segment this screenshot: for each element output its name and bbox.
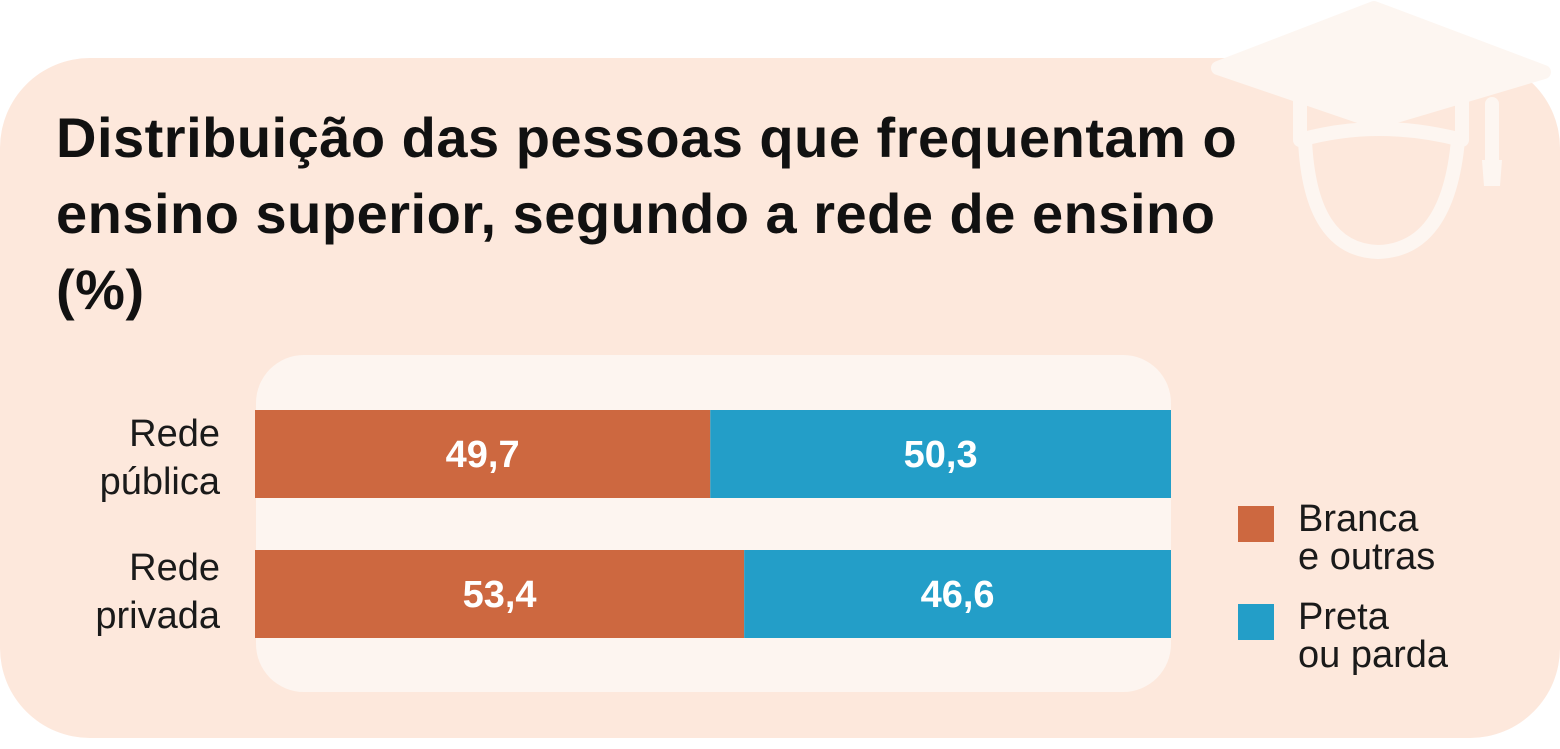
data-label: 49,7 (446, 434, 520, 476)
row-label-line: privada (95, 595, 220, 637)
legend-line: e outras (1298, 536, 1436, 578)
bar-chart: 49,7 50,3 53,4 46,6 (255, 410, 1171, 638)
row-label-line: pública (99, 461, 220, 503)
bar-segment-preta-publica (710, 410, 1171, 498)
row-label-rede-publica: Rede pública (0, 410, 220, 506)
row-label-line: Rede (129, 547, 220, 589)
bar-segment-preta-privada (744, 550, 1171, 638)
row-label-rede-privada: Rede privada (0, 544, 220, 640)
bar-segment-branca-publica (255, 410, 711, 498)
data-label: 50,3 (904, 434, 978, 476)
legend-line: Branca (1298, 498, 1419, 540)
graduation-cap-icon (1211, 1, 1551, 259)
legend-line: ou parda (1298, 634, 1449, 676)
data-label: 46,6 (921, 574, 995, 616)
legend-swatch-branca (1238, 506, 1274, 542)
legend-swatch-preta (1238, 604, 1274, 640)
legend-line: Preta (1298, 596, 1389, 638)
legend-label: Branca e outras (1298, 500, 1518, 576)
chart-title: Distribuição das pessoas que frequentam … (56, 106, 1238, 321)
legend-label: Preta ou parda (1298, 598, 1518, 674)
bar-segment-branca-privada (255, 550, 745, 638)
data-label: 53,4 (463, 574, 537, 616)
row-label-line: Rede (129, 413, 220, 455)
